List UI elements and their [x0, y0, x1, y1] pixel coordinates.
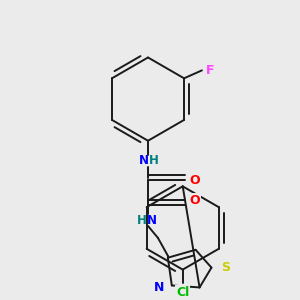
- Text: O: O: [189, 194, 200, 207]
- Text: N: N: [139, 154, 149, 167]
- Text: Cl: Cl: [176, 286, 189, 299]
- Text: F: F: [206, 64, 214, 77]
- Text: O: O: [189, 174, 200, 187]
- Text: H: H: [137, 214, 147, 226]
- Text: N: N: [147, 214, 157, 226]
- Text: N: N: [154, 281, 164, 294]
- Text: S: S: [221, 261, 230, 274]
- Text: H: H: [149, 154, 159, 167]
